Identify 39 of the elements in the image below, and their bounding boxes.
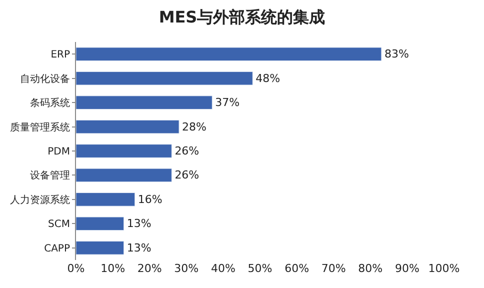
x-tick-label: 40%: [210, 262, 236, 275]
data-label: 26%: [174, 144, 200, 158]
data-label: 48%: [256, 72, 280, 85]
y-tick-label: 自动化设备: [20, 72, 70, 85]
y-tick-label: 设备管理: [30, 170, 70, 182]
data-label: 37%: [215, 96, 240, 110]
x-tick-label: 90%: [394, 262, 420, 275]
y-tick-label: 质量管理系统: [10, 121, 70, 134]
y-tick-label: CAPP: [44, 243, 70, 254]
bar: [76, 144, 172, 158]
x-tick-label: 20%: [137, 262, 162, 275]
y-tick-label: PDM: [48, 146, 70, 158]
bar: [76, 192, 136, 206]
data-label: 13%: [126, 217, 152, 230]
bar: [76, 71, 253, 86]
x-tick-label: 60%: [284, 262, 310, 275]
x-tick-label: 30%: [174, 262, 199, 275]
bar: [76, 120, 180, 134]
y-tick-label: 条码系统: [30, 97, 70, 110]
bar: [76, 47, 382, 62]
x-tick-label: 100%: [428, 262, 460, 275]
data-label: 28%: [182, 120, 206, 134]
chart-title: MES与外部系统的集成: [158, 8, 326, 27]
x-tick-label: 70%: [321, 262, 346, 275]
y-tick-label: SCM: [48, 219, 70, 230]
data-label: 16%: [138, 192, 162, 206]
y-tick-label: 人力资源系统: [10, 194, 70, 206]
x-tick-label: 0%: [67, 262, 85, 275]
bar: [76, 96, 212, 110]
x-tick-label: 80%: [358, 262, 383, 275]
bar: [76, 168, 172, 182]
x-tick-label: 10%: [100, 262, 126, 275]
data-label: 83%: [384, 48, 409, 61]
data-label: 13%: [126, 241, 152, 254]
x-tick-label: 50%: [248, 262, 272, 275]
bar: [76, 216, 124, 231]
y-tick-label: ERP: [50, 50, 70, 61]
data-label: 26%: [174, 168, 200, 182]
bar: [76, 240, 124, 255]
